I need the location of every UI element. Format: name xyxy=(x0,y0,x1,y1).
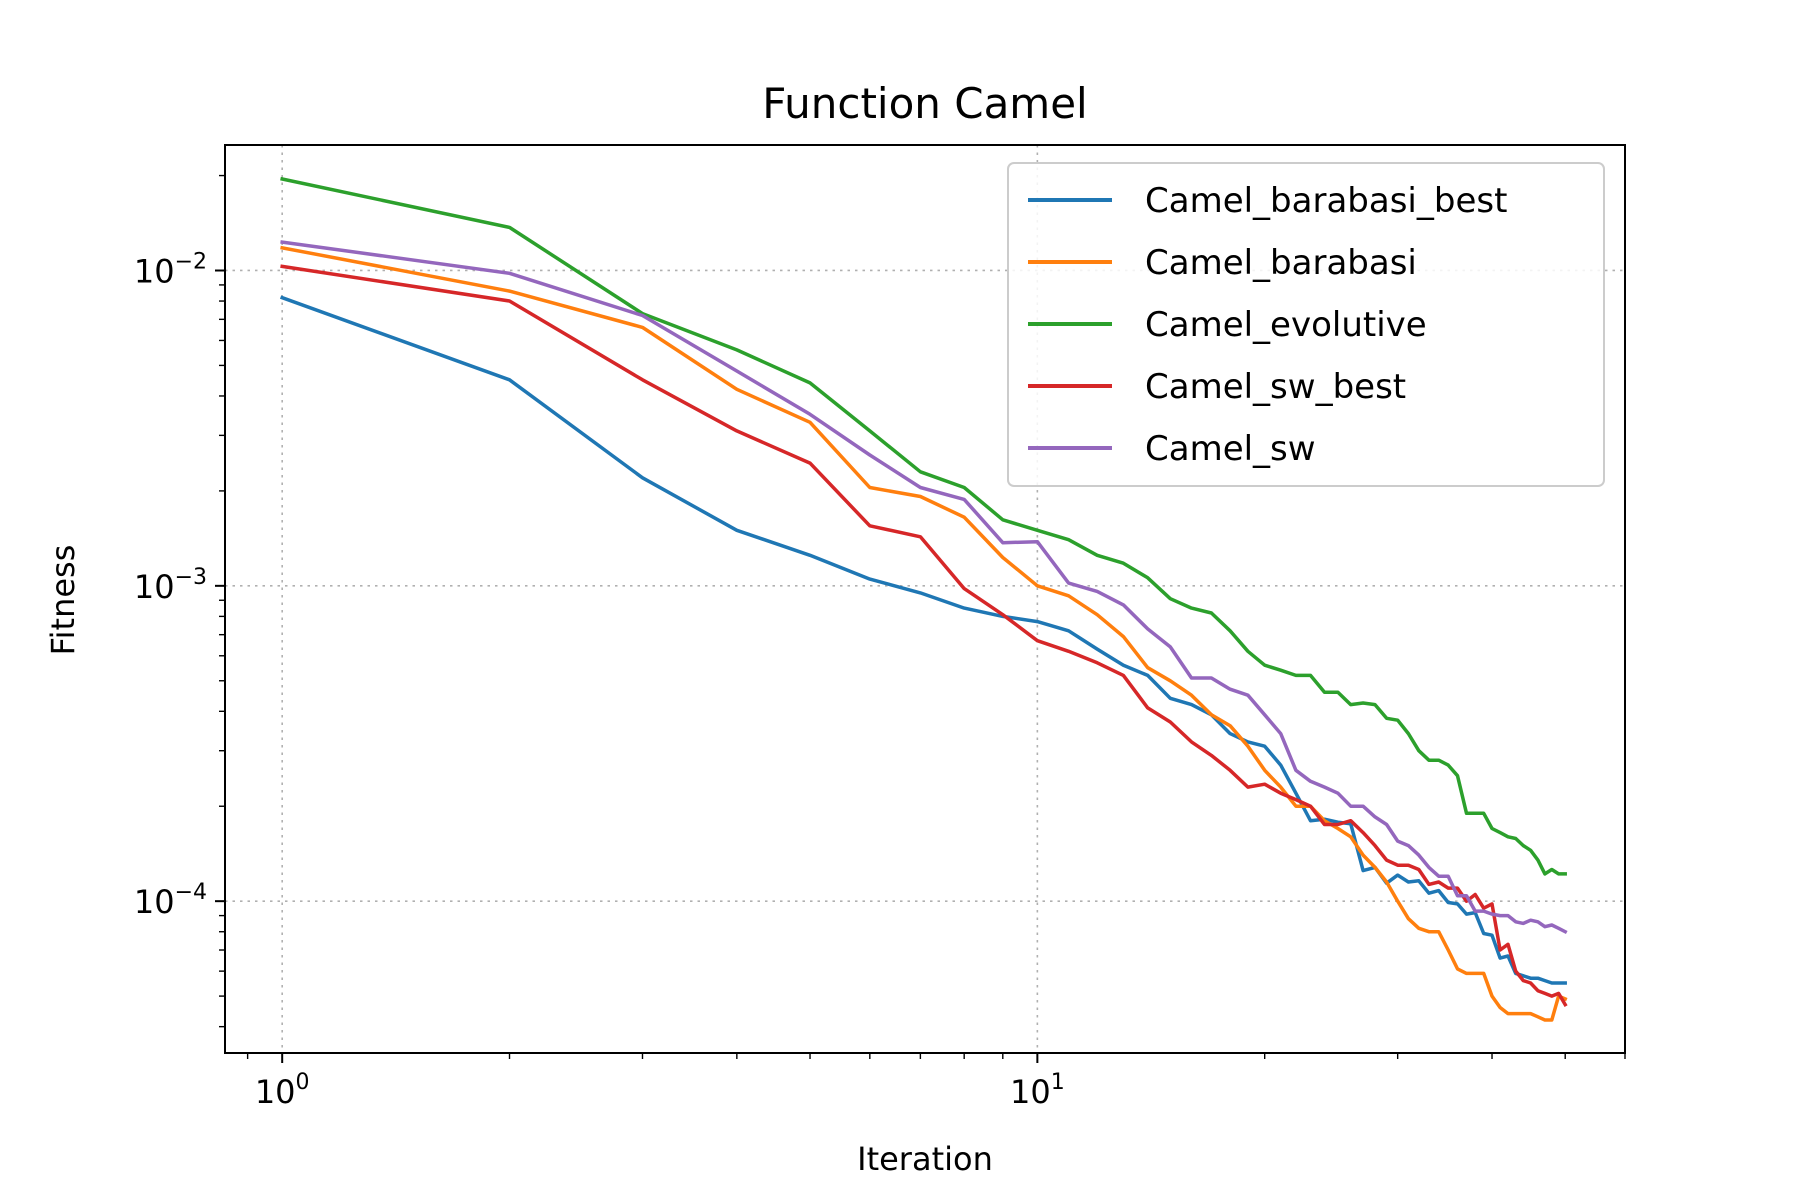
x-axis-label: Iteration xyxy=(857,1140,993,1178)
series-line-camel-sw-best xyxy=(280,264,1568,1007)
legend-entry-label: Camel_sw_best xyxy=(1145,367,1406,407)
x-tick-label: 100 xyxy=(255,1070,310,1111)
legend: Camel_barabasi_best Camel_barabasi Camel_e… xyxy=(1007,162,1605,487)
legend-entry-label: Camel_barabasi_best xyxy=(1145,181,1507,221)
legend-entry-label: Camel_sw xyxy=(1145,429,1316,469)
legend-entry-label: Camel_barabasi xyxy=(1145,243,1417,283)
y-axis-label: Fitness xyxy=(44,545,82,656)
legend-box xyxy=(1007,162,1605,487)
x-tick-label: 101 xyxy=(1010,1070,1065,1111)
axis-ticks: 100 101 10−2 10−3 10−4 xyxy=(134,174,1626,1111)
y-tick-label: 10−4 xyxy=(134,880,207,921)
chart-title: Function Camel xyxy=(762,79,1087,128)
plot-frame xyxy=(224,144,1626,1054)
legend-items: Camel_barabasi_best Camel_barabasi Camel_e… xyxy=(1028,181,1507,469)
y-tick-label: 10−2 xyxy=(134,249,207,290)
series-line-camel-evolutive xyxy=(280,176,1567,876)
legend-entry-label: Camel_evolutive xyxy=(1145,305,1427,345)
series-lines xyxy=(279,176,1568,1022)
series-line-camel-barabasi xyxy=(280,245,1568,1022)
series-line-camel-sw xyxy=(280,240,1568,935)
y-tick-label: 10−3 xyxy=(134,565,207,606)
